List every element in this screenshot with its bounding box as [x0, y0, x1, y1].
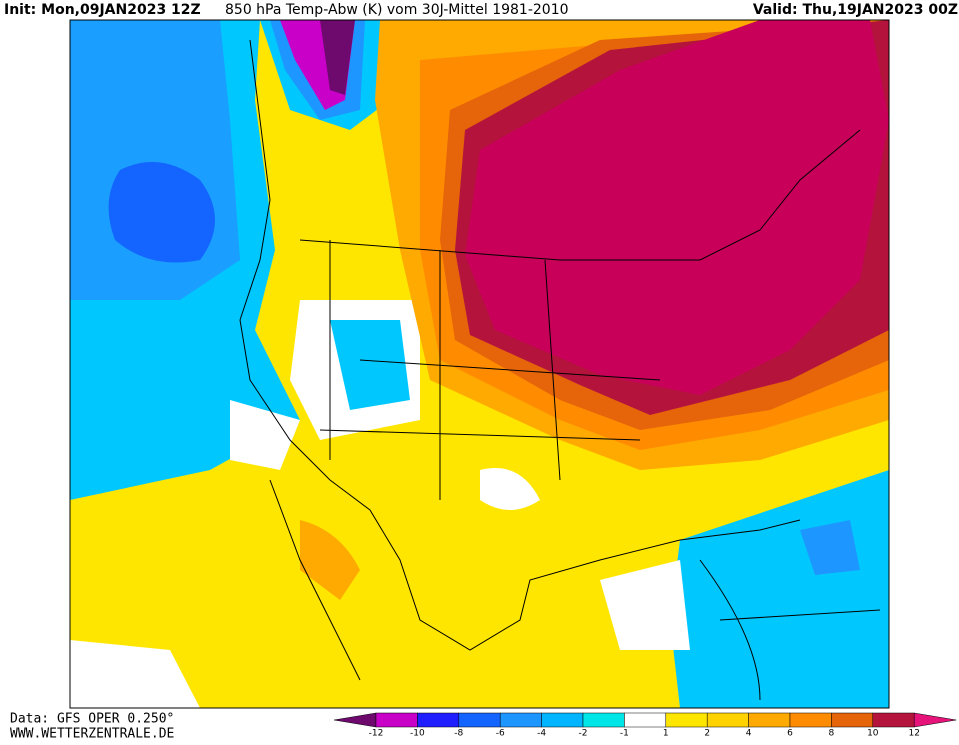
colorbar-box	[375, 712, 418, 728]
colorbar-box	[831, 712, 874, 728]
map	[69, 19, 890, 709]
colorbar-tick-label: 12	[908, 729, 919, 739]
colorbar-box	[748, 712, 791, 728]
init-label: Init: Mon,09JAN2023 12Z	[4, 2, 201, 18]
colorbar-tick-label: 8	[829, 729, 835, 739]
colorbar-box	[665, 712, 708, 728]
colorbar-box	[541, 712, 584, 728]
colorbar: -12 -10 -8 -6 -4 -2 -1 1 2 4 6 8 10 12	[333, 712, 957, 739]
colorbar-box	[417, 712, 460, 728]
colorbar-tick-label: -4	[537, 729, 546, 739]
website: WWW.WETTERZENTRALE.DE	[10, 727, 174, 742]
data-source: Data: GFS OPER 0.250°	[10, 712, 174, 727]
colorbar-box	[789, 712, 832, 728]
colorbar-box	[872, 712, 915, 728]
colorbar-box	[706, 712, 749, 728]
map-title: 850 hPa Temp-Abw (K) vom 30J-Mittel 1981…	[225, 2, 569, 18]
colorbar-tick-label: 1	[663, 729, 669, 739]
colorbar-tick-label: -2	[579, 729, 588, 739]
colorbar-box	[499, 712, 542, 728]
colorbar-over	[913, 712, 957, 728]
colorbar-under	[333, 712, 377, 728]
colorbar-tick-label: -6	[496, 729, 505, 739]
colorbar-box	[458, 712, 501, 728]
colorbar-tick-label: 4	[746, 729, 752, 739]
colorbar-tick-label: -8	[454, 729, 463, 739]
colorbar-tick-label: 6	[787, 729, 793, 739]
colorbar-tick-label: 2	[704, 729, 710, 739]
colorbar-tick-label: -10	[410, 729, 425, 739]
colorbar-tick-label: 10	[867, 729, 879, 739]
valid-label: Valid: Thu,19JAN2023 00Z	[753, 2, 958, 18]
colorbar-box	[624, 712, 667, 728]
colorbar-tick-label: -12	[369, 729, 384, 739]
colorbar-box	[582, 712, 625, 728]
colorbar-tick-label: -1	[620, 729, 629, 739]
